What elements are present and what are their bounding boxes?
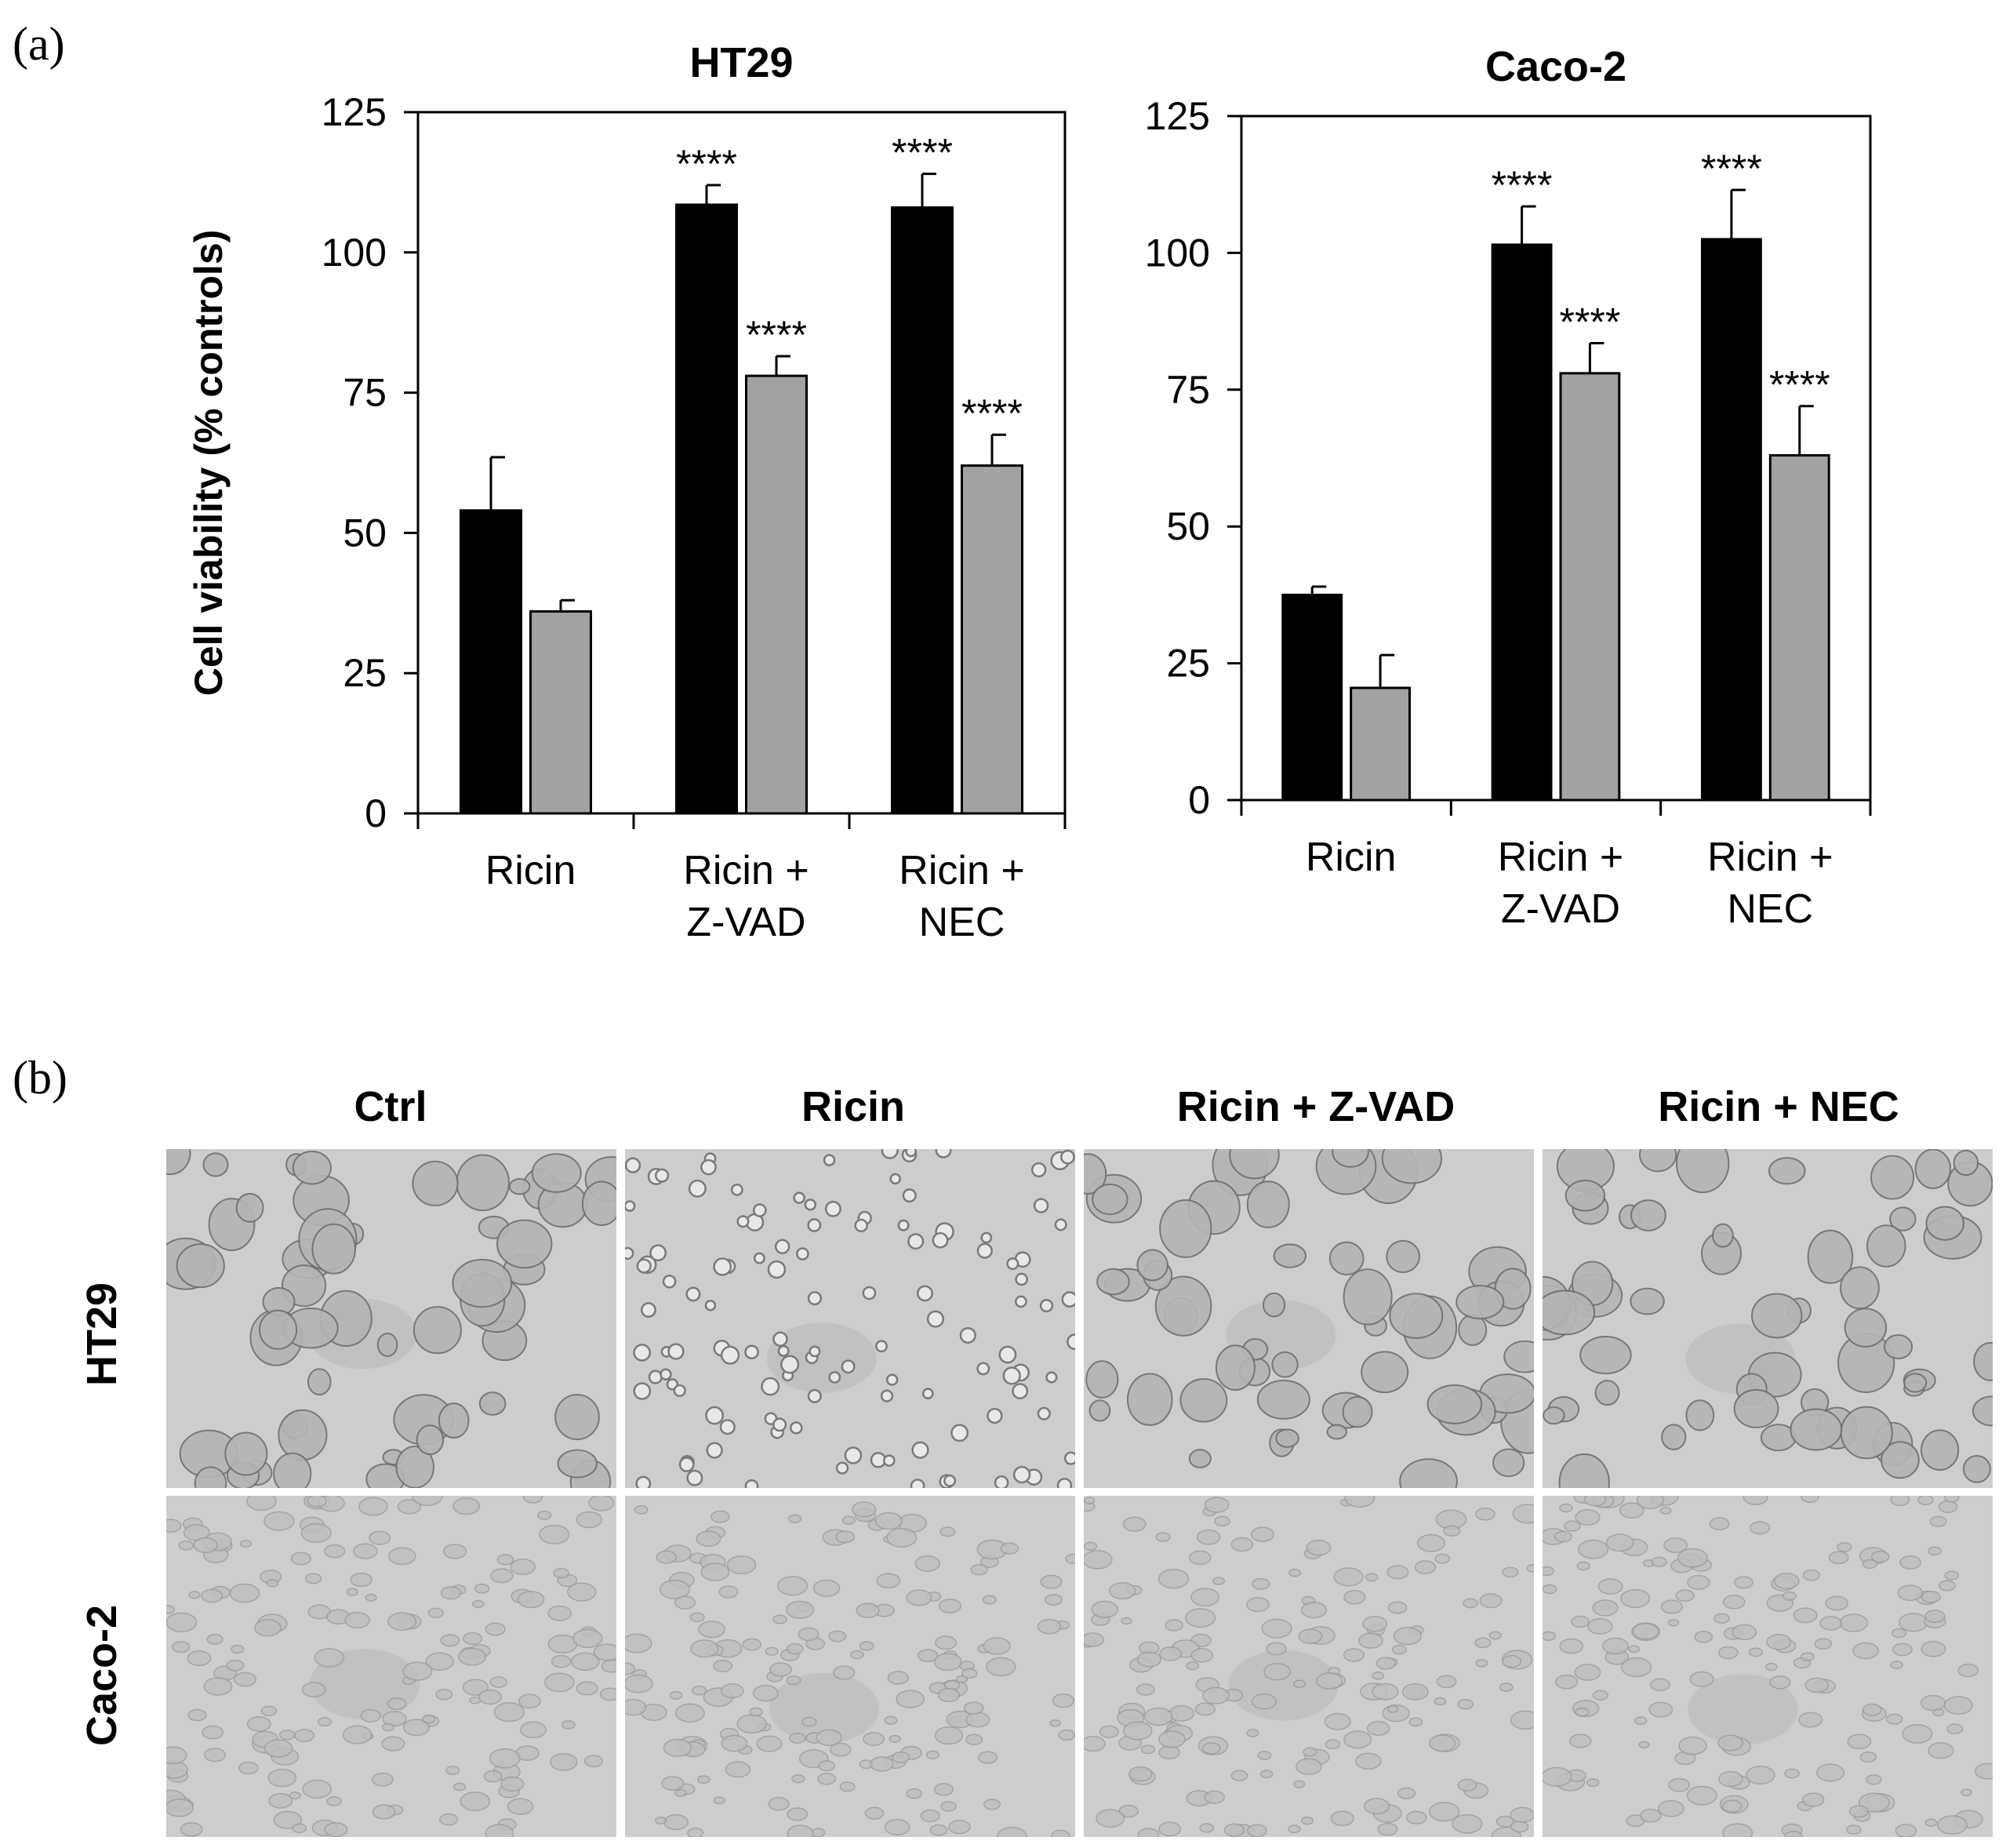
- micrograph-ht29-ricin: [625, 1149, 1075, 1488]
- chart1-ytick-label: 100: [322, 231, 387, 275]
- chart1-category-label: Ricin +: [899, 848, 1024, 893]
- chart2-bar: [1700, 238, 1762, 802]
- chart1-bar: [891, 206, 954, 815]
- chart2-category-label: Ricin: [1306, 835, 1397, 880]
- chart2-title: Caco-2: [1485, 43, 1626, 90]
- chart1-category-label: Ricin: [485, 848, 576, 893]
- chart1-category-label: Z-VAD: [686, 900, 805, 945]
- chart2-bar: [1281, 593, 1343, 802]
- chart1-plot-frame: [416, 111, 1067, 815]
- micrograph-texture: [1543, 1149, 1993, 1488]
- chart2-ytick-label: 75: [1166, 368, 1210, 412]
- chart1-bar: [745, 374, 808, 815]
- chart1-ytick-label: 0: [365, 791, 387, 835]
- micrograph-caco2-ricin: [625, 1496, 1075, 1837]
- micrograph-ht29-ricin-nec: [1543, 1149, 1993, 1488]
- chart2-bar: [1768, 454, 1830, 802]
- chart1-ytick-label: 75: [343, 371, 387, 415]
- chart1-category-label: NEC: [919, 900, 1005, 945]
- chart1-significance-label: ****: [961, 391, 1023, 435]
- micrograph-texture: [625, 1496, 1075, 1837]
- chart2-ytick-label: 100: [1145, 231, 1210, 275]
- chart2-ytick-label: 25: [1166, 642, 1210, 686]
- column-header-ctrl: Ctrl: [354, 1083, 427, 1130]
- chart1-category-label: Ricin +: [683, 848, 809, 893]
- chart2-ytick-label: 125: [1145, 94, 1210, 138]
- chart2-ytick-label: 0: [1188, 778, 1210, 822]
- chart1-significance-label: ****: [746, 313, 807, 357]
- chart2-significance-label: ****: [1769, 363, 1830, 407]
- chart2-significance-label: ****: [1701, 147, 1762, 191]
- micrograph-caco2-ricin-nec: [1543, 1496, 1993, 1837]
- column-header-ricin-nec: Ricin + NEC: [1658, 1083, 1899, 1130]
- micrograph-texture: [1084, 1496, 1534, 1837]
- micrograph-texture: [166, 1149, 616, 1488]
- chart1-bar: [675, 203, 738, 815]
- chart2-plot-frame: [1240, 115, 1872, 802]
- micrograph-texture: [1543, 1496, 1993, 1837]
- micrograph-caco2-ricin-zvad: [1084, 1496, 1534, 1837]
- chart2-ytick-label: 50: [1166, 504, 1210, 548]
- panel-a-label: (a): [13, 18, 65, 70]
- column-header-ricin: Ricin: [801, 1083, 906, 1130]
- chart1-ytick-label: 125: [322, 90, 387, 134]
- bar-charts: HT29 0 25 50 75 100 125 Cell viability (% contr…: [187, 39, 1872, 945]
- chart1-title: HT29: [689, 39, 793, 86]
- column-header-ricin-zvad: Ricin + Z-VAD: [1176, 1083, 1455, 1130]
- chart2-category-label: Ricin +: [1707, 835, 1833, 880]
- chart1-ytick-label: 25: [343, 651, 387, 695]
- chart2-category-label: Ricin +: [1498, 835, 1623, 880]
- row-header-ht29: HT29: [78, 1282, 125, 1387]
- panel-b-label: (b): [13, 1052, 67, 1104]
- chart2-category-label: NEC: [1727, 886, 1813, 932]
- micrograph-texture: [1084, 1149, 1534, 1488]
- chart2-significance-label: ****: [1492, 163, 1553, 207]
- chart1-ytick-label: 50: [343, 511, 387, 555]
- chart2-category-label: Z-VAD: [1501, 886, 1620, 932]
- micrograph-texture: [166, 1496, 616, 1837]
- micrograph-caco2-ctrl: [166, 1496, 616, 1837]
- chart2-bar: [1491, 243, 1553, 802]
- chart1-bar: [460, 509, 522, 815]
- chart1-bar: [961, 464, 1023, 815]
- row-header-caco2: Caco-2: [78, 1604, 125, 1747]
- chart1-bar: [529, 610, 592, 815]
- micrograph-ht29-ricin-zvad: [1084, 1149, 1534, 1488]
- chart2-bar: [1350, 686, 1412, 802]
- micrograph-ht29-ctrl: [166, 1149, 616, 1488]
- chart1-significance-label: ****: [676, 142, 737, 186]
- micrograph-texture: [625, 1149, 1075, 1488]
- chart1-ylabel: Cell viability (% controls): [187, 230, 231, 697]
- chart2-bar: [1559, 372, 1621, 802]
- chart1-significance-label: ****: [892, 131, 953, 175]
- chart2-significance-label: ****: [1560, 300, 1621, 344]
